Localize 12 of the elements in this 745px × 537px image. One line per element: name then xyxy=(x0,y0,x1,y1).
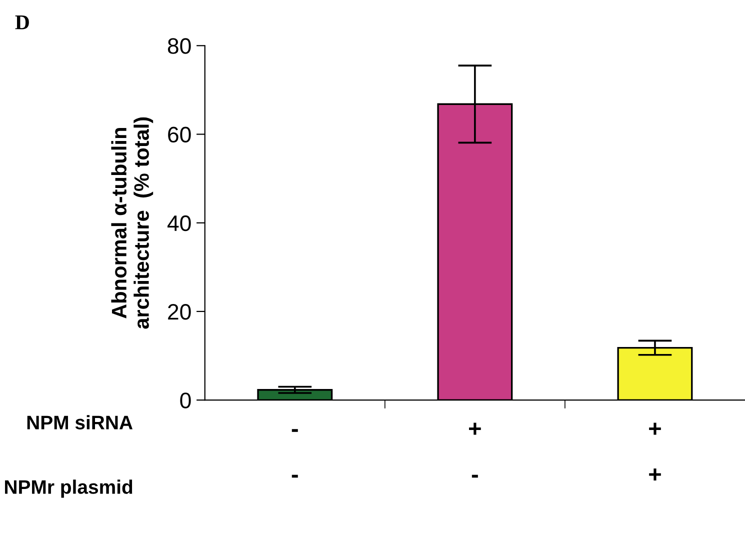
category-label: + + xyxy=(649,422,661,480)
text: NPMr plasmid xyxy=(5,480,132,498)
category-label: + - xyxy=(469,422,481,478)
text: D xyxy=(15,16,29,30)
y-tick-label: 60 xyxy=(168,126,191,143)
y-tick-label: 40 xyxy=(167,215,191,232)
y-axis-title: Abnormal α-tubulin architecture (% total) xyxy=(111,117,154,329)
y-tick-label: 80 xyxy=(168,38,191,54)
text: NPM siRNA xyxy=(27,415,133,430)
category-label: - - xyxy=(292,429,298,478)
y-tick-label: 20 xyxy=(168,304,191,320)
y-tick-label: 0 xyxy=(180,392,191,408)
